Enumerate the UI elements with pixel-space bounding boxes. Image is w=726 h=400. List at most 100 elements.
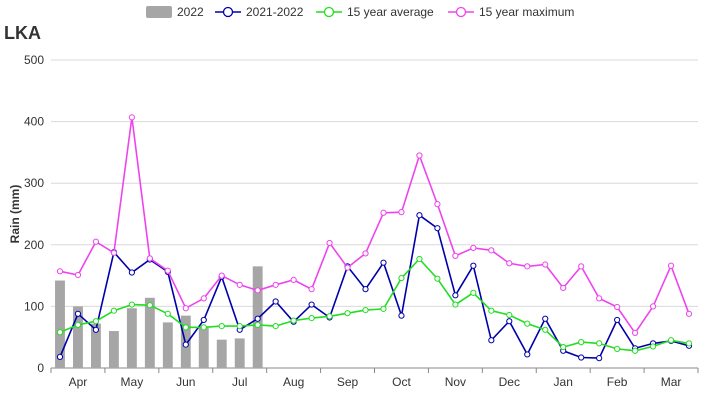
data-point — [146, 302, 153, 309]
data-point — [488, 247, 495, 254]
legend-label: 15 year average — [347, 5, 434, 19]
data-point — [470, 289, 477, 296]
data-point — [146, 255, 153, 262]
chart-title: LKA — [4, 23, 41, 43]
data-point — [56, 329, 64, 336]
data-point — [506, 311, 513, 319]
data-point — [182, 341, 189, 348]
y-tick-label: 300 — [24, 176, 44, 190]
data-point — [488, 307, 495, 314]
data-point — [524, 351, 531, 358]
data-point — [308, 301, 315, 308]
data-point — [56, 353, 64, 361]
data-point — [236, 281, 243, 288]
bar-2022 — [90, 323, 101, 368]
x-tick-label: Apr — [69, 375, 88, 389]
y-axis: 0 100 200 300 400 500 — [24, 53, 44, 375]
data-point — [326, 239, 333, 247]
data-point — [362, 286, 369, 293]
x-tick-label: Jun — [176, 375, 195, 389]
series-line — [59, 117, 690, 335]
data-point — [524, 263, 531, 270]
data-point — [614, 345, 621, 353]
bar-2022 — [144, 297, 155, 368]
legend-swatch-marker — [455, 6, 467, 18]
legend-swatch-bar — [146, 6, 172, 18]
data-point — [272, 323, 279, 330]
data-point — [92, 326, 100, 333]
data-point — [578, 263, 585, 270]
x-tick-label: Mar — [661, 375, 682, 389]
x-tick-label: May — [121, 375, 144, 389]
bar-2022 — [126, 308, 137, 368]
data-point — [649, 303, 657, 310]
legend-swatch-marker — [222, 6, 234, 18]
data-point — [74, 310, 82, 317]
data-point — [452, 301, 459, 308]
data-point — [200, 295, 207, 302]
data-point — [685, 340, 693, 347]
data-point — [200, 316, 207, 324]
x-axis: Apr May Jun Jul Aug Sep Oct Nov Dec Jan Feb Mar — [50, 368, 699, 389]
data-point — [380, 259, 387, 266]
data-point — [542, 326, 549, 333]
x-tick-label: Oct — [392, 375, 411, 389]
data-point — [254, 315, 261, 322]
y-tick-label: 0 — [37, 361, 44, 375]
data-point — [524, 320, 531, 327]
bar-2022 — [162, 322, 173, 368]
line-series — [56, 114, 693, 362]
data-point — [452, 292, 459, 299]
data-point — [164, 267, 171, 274]
x-tick-label: Feb — [607, 375, 628, 389]
y-axis-title: Rain (mm) — [8, 185, 22, 244]
series-2 — [56, 114, 693, 336]
data-point — [218, 272, 225, 279]
data-point — [110, 249, 118, 256]
data-point — [218, 323, 225, 330]
bar-2022 — [216, 339, 227, 368]
data-point — [596, 295, 603, 302]
data-point — [254, 321, 261, 328]
data-point — [434, 201, 441, 208]
data-point — [110, 307, 118, 314]
data-point — [272, 298, 279, 305]
legend: 2022 2021-2022 15 year average 15 year maxi… — [146, 5, 574, 19]
data-point — [362, 250, 369, 257]
data-point — [470, 262, 477, 269]
data-point — [614, 303, 621, 311]
y-tick-label: 400 — [24, 115, 44, 129]
data-point — [362, 306, 369, 314]
data-point — [649, 343, 657, 350]
data-point — [236, 323, 243, 330]
data-point — [452, 252, 459, 259]
y-tick-label: 500 — [24, 53, 44, 67]
data-point — [434, 225, 441, 232]
data-point — [416, 152, 423, 159]
data-point — [416, 255, 423, 263]
bar-2022 — [73, 306, 83, 368]
x-tick-label: Jan — [554, 375, 573, 389]
data-point — [631, 347, 639, 354]
data-point — [596, 340, 603, 347]
data-point — [506, 260, 513, 267]
legend-label: 2021-2022 — [246, 5, 304, 19]
data-point — [344, 310, 351, 317]
data-point — [92, 238, 100, 245]
data-point — [92, 318, 100, 325]
data-point — [128, 114, 135, 121]
bar-series-2022 — [55, 266, 263, 368]
legend-label: 2022 — [177, 5, 204, 19]
x-tick-label: Jul — [232, 375, 247, 389]
data-point — [596, 355, 603, 362]
data-point — [506, 318, 513, 325]
data-point — [290, 317, 297, 324]
data-point — [470, 244, 477, 251]
data-point — [667, 337, 675, 344]
data-point — [560, 284, 567, 292]
data-point — [344, 264, 351, 271]
data-point — [542, 261, 549, 268]
series-1 — [56, 255, 693, 354]
data-point — [290, 276, 297, 284]
data-point — [200, 324, 207, 331]
